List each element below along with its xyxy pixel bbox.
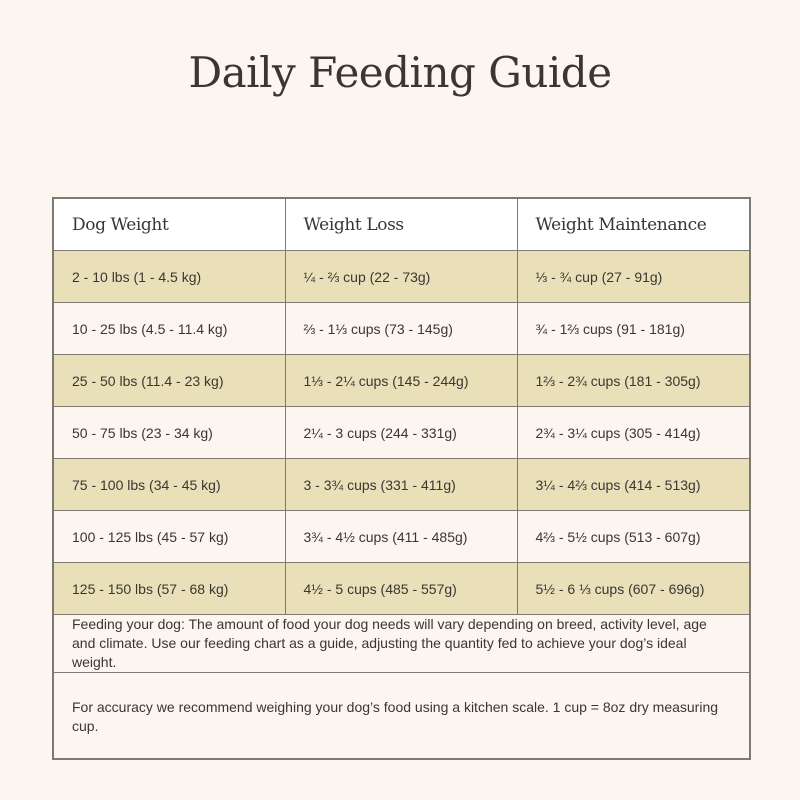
feeding-note-row: Feeding your dog: The amount of food you… bbox=[52, 614, 751, 673]
weight-maintenance-cell: ⅓ - ¾ cup (27 - 91g) bbox=[516, 250, 751, 303]
weight-loss-cell: 1⅓ - 2¼ cups (145 - 244g) bbox=[284, 354, 518, 407]
dog-weight-cell: 75 - 100 lbs (34 - 45 kg) bbox=[52, 458, 286, 511]
table-row: 100 - 125 lbs (45 - 57 kg) 3¾ - 4½ cups … bbox=[52, 510, 751, 563]
weight-maintenance-cell: 2¾ - 3¼ cups (305 - 414g) bbox=[516, 406, 751, 459]
dog-weight-cell: 10 - 25 lbs (4.5 - 11.4 kg) bbox=[52, 302, 286, 355]
weight-maintenance-cell: ¾ - 1⅔ cups (91 - 181g) bbox=[516, 302, 751, 355]
dog-weight-cell: 125 - 150 lbs (57 - 68 kg) bbox=[52, 562, 286, 615]
feeding-guide-table: Dog Weight Weight Loss Weight Maintenanc… bbox=[52, 197, 751, 760]
table-row: 25 - 50 lbs (11.4 - 23 kg) 1⅓ - 2¼ cups … bbox=[52, 354, 751, 407]
table-row: 2 - 10 lbs (1 - 4.5 kg) ¼ - ⅔ cup (22 - … bbox=[52, 250, 751, 303]
weight-loss-cell: ¼ - ⅔ cup (22 - 73g) bbox=[284, 250, 518, 303]
dog-weight-cell: 50 - 75 lbs (23 - 34 kg) bbox=[52, 406, 286, 459]
dog-weight-cell: 100 - 125 lbs (45 - 57 kg) bbox=[52, 510, 286, 563]
weight-loss-cell: 3¾ - 4½ cups (411 - 485g) bbox=[284, 510, 518, 563]
table-header-row: Dog Weight Weight Loss Weight Maintenanc… bbox=[52, 197, 751, 251]
dog-weight-cell: 25 - 50 lbs (11.4 - 23 kg) bbox=[52, 354, 286, 407]
accuracy-note-row: For accuracy we recommend weighing your … bbox=[52, 672, 751, 760]
table-row: 50 - 75 lbs (23 - 34 kg) 2¼ - 3 cups (24… bbox=[52, 406, 751, 459]
weight-loss-cell: 4½ - 5 cups (485 - 557g) bbox=[284, 562, 518, 615]
weight-loss-cell: 2¼ - 3 cups (244 - 331g) bbox=[284, 406, 518, 459]
accuracy-note-text: For accuracy we recommend weighing your … bbox=[52, 672, 751, 760]
weight-maintenance-cell: 3¼ - 4⅔ cups (414 - 513g) bbox=[516, 458, 751, 511]
table-row: 10 - 25 lbs (4.5 - 11.4 kg) ⅔ - 1⅓ cups … bbox=[52, 302, 751, 355]
weight-maintenance-cell: 5½ - 6 ⅓ cups (607 - 696g) bbox=[516, 562, 751, 615]
feeding-note-text: Feeding your dog: The amount of food you… bbox=[52, 614, 751, 673]
page-title: Daily Feeding Guide bbox=[188, 48, 612, 97]
column-header-dog-weight: Dog Weight bbox=[52, 197, 286, 251]
dog-weight-cell: 2 - 10 lbs (1 - 4.5 kg) bbox=[52, 250, 286, 303]
weight-maintenance-cell: 1⅔ - 2¾ cups (181 - 305g) bbox=[516, 354, 751, 407]
column-header-weight-maintenance: Weight Maintenance bbox=[516, 197, 751, 251]
weight-maintenance-cell: 4⅔ - 5½ cups (513 - 607g) bbox=[516, 510, 751, 563]
feeding-guide-table-container: Dog Weight Weight Loss Weight Maintenanc… bbox=[52, 197, 751, 760]
column-header-weight-loss: Weight Loss bbox=[284, 197, 518, 251]
table-row: 125 - 150 lbs (57 - 68 kg) 4½ - 5 cups (… bbox=[52, 562, 751, 615]
table-row: 75 - 100 lbs (34 - 45 kg) 3 - 3¾ cups (3… bbox=[52, 458, 751, 511]
weight-loss-cell: 3 - 3¾ cups (331 - 411g) bbox=[284, 458, 518, 511]
weight-loss-cell: ⅔ - 1⅓ cups (73 - 145g) bbox=[284, 302, 518, 355]
